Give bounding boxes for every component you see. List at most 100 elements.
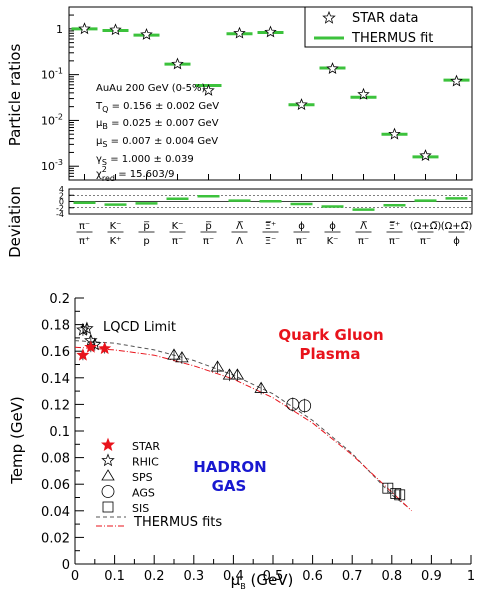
ratios-tick-label: 1 — [56, 23, 63, 36]
legend-sis-icon — [102, 501, 114, 513]
phase-legend-label: AGS — [132, 487, 155, 500]
phase-legend-label: STAR — [132, 440, 160, 453]
category-numerator: K⁻ — [172, 221, 184, 232]
deviation-tick-label: 2 — [59, 191, 64, 200]
phase-x-tick-label: 0 — [71, 569, 79, 584]
phase-legend-label: SIS — [132, 502, 149, 515]
deviation-ylabel: Deviation — [6, 186, 24, 258]
qgp-label-1: Quark Gluon — [278, 326, 383, 344]
legend-star-icon — [322, 10, 336, 24]
phase-y-tick-label: 0.08 — [41, 452, 70, 467]
star-filled-marker — [76, 348, 90, 361]
category-numerator: (Ω+Ω̅) — [410, 221, 442, 232]
phase-y-tick-label: 0.04 — [41, 505, 70, 520]
system-label: AuAu 200 GeV (0-5%) — [96, 83, 205, 94]
phase-x-tick-label: 0.8 — [381, 569, 402, 584]
ratios-tick-label: 10-2 — [41, 112, 63, 127]
phase-x-tick-label: 0.5 — [263, 569, 284, 584]
phase-y-tick-label: 0.1 — [49, 425, 70, 440]
phase-y-tick-label: 0 — [62, 558, 70, 573]
mus-label: μS = 0.007 ± 0.004 GeV — [96, 136, 218, 149]
sis-square-marker — [390, 488, 402, 499]
category-numerator: π⁻ — [79, 221, 90, 232]
data-star-marker — [419, 149, 432, 161]
category-denominator: π⁻ — [296, 236, 307, 247]
category-denominator: ϕ — [453, 236, 460, 247]
legend-star-data: STAR data — [352, 11, 419, 26]
category-denominator: π⁺ — [79, 236, 90, 247]
category-labels: π⁻ π⁺ K⁻ K⁺ p̅ p K⁻ π⁻ p̅ π⁻ Λ̅ Λ Ξ̅⁺ Ξ⁻ ϕ π⁻ ϕ K⁻ Λ̅ π⁻ Ξ̅⁺… — [76, 221, 472, 247]
phase-legend-label: THERMUS fits — [133, 515, 222, 530]
category-numerator: Λ̅ — [236, 221, 244, 232]
ags-circle-marker — [298, 399, 312, 413]
chi-label: χ2 red = 15.603/9 — [96, 165, 174, 183]
gs-label: γS = 1.000 ± 0.039 — [96, 154, 194, 167]
deviation-tick-label: 4 — [59, 185, 64, 194]
category-denominator: Ξ⁻ — [265, 236, 277, 247]
phase-y-tick-label: 0.16 — [41, 345, 70, 360]
hadron-label-1: HADRON — [193, 458, 266, 476]
data-star-marker — [233, 26, 246, 39]
ratios-ylabel: Particle ratios — [6, 44, 24, 147]
phase-ylabel: Temp (GeV) — [8, 396, 26, 485]
phase-x-tick-label: 0.2 — [144, 569, 165, 584]
sps-triangle-marker — [222, 368, 237, 380]
phase-x-tick-label: 0.6 — [302, 569, 323, 584]
fit-parameters: AuAu 200 GeV (0-5%) TQ = 0.156 ± 0.002 G… — [95, 83, 219, 183]
category-numerator: ϕ — [298, 221, 305, 232]
data-star-marker — [357, 87, 370, 100]
phase-y-tick-label: 0.12 — [41, 398, 70, 413]
legend-ags-icon — [101, 485, 115, 498]
category-denominator: K⁻ — [327, 236, 339, 247]
star-filled-marker — [84, 340, 98, 353]
legend-thermus-fit: THERMUS fit — [351, 31, 433, 46]
category-denominator: Λ — [236, 236, 243, 247]
phase-x-tick-label: 0.4 — [223, 569, 244, 584]
category-denominator: K⁺ — [110, 236, 122, 247]
ratios-tick-label: 10-1 — [41, 67, 63, 82]
deviation-tick-label: 0 — [59, 198, 64, 207]
category-numerator: K⁻ — [110, 221, 122, 232]
data-star-marker — [78, 22, 91, 35]
sps-triangle-marker — [210, 360, 225, 372]
deviation-tick-label: -4 — [56, 210, 64, 219]
thermus-dashed-line — [74, 340, 408, 508]
phase-y-tick-label: 0.18 — [41, 319, 70, 334]
data-star-marker — [450, 74, 463, 87]
qgp-label-2: Plasma — [300, 345, 361, 363]
ratios-panel: 10-3 10-2 10-1 1 Particle ratios STAR data … — [6, 6, 473, 183]
phase-legend-label: SPS — [132, 471, 153, 484]
sis-square-marker — [394, 489, 406, 501]
phase-y-tick-label: 0.02 — [41, 531, 70, 546]
phase-x-tick-label: 0.9 — [421, 569, 442, 584]
category-denominator: π⁻ — [389, 236, 400, 247]
phase-legend-label: RHIC — [132, 456, 159, 469]
phase-y-tick-label: 0.14 — [41, 372, 70, 387]
category-numerator: p̅ — [143, 221, 150, 232]
phase-y-tick-label: 0.2 — [49, 292, 70, 307]
category-denominator: p — [143, 236, 149, 247]
star-filled-marker — [98, 341, 112, 355]
category-numerator: ϕ — [329, 221, 336, 232]
thermus-dashdot-line — [74, 346, 412, 512]
category-denominator: π⁻ — [420, 236, 431, 247]
data-star-marker — [109, 23, 122, 36]
ratios-tick-label: 10-3 — [41, 158, 63, 173]
category-denominator: π⁻ — [358, 236, 369, 247]
ratios-legend-box — [304, 6, 473, 48]
category-numerator: Ξ̅⁺ — [265, 221, 277, 232]
ratios-legend: STAR data THERMUS fit — [304, 6, 473, 48]
deviation-tick-label: -2 — [56, 204, 64, 213]
legend-star-icon — [101, 437, 115, 452]
category-denominator: π⁻ — [203, 236, 214, 247]
phase-y-tick-label: 0.06 — [41, 478, 70, 493]
legend-rhic-icon — [101, 453, 115, 467]
sps-triangle-marker — [167, 348, 181, 360]
data-star-marker — [326, 62, 339, 74]
sps-triangle-marker — [230, 368, 245, 380]
category-numerator: Ξ̅⁺ — [389, 221, 401, 232]
data-star-marker — [388, 127, 401, 140]
phase-x-tick-label: 0.1 — [104, 569, 125, 584]
